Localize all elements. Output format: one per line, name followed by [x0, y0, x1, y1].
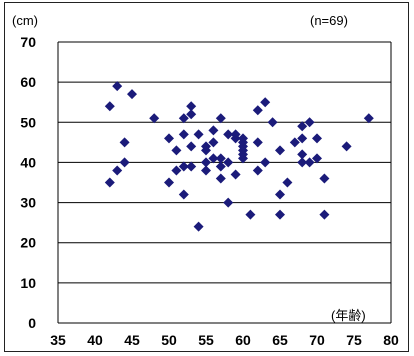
- chart-frame: [4, 2, 409, 352]
- data-point: [208, 153, 219, 164]
- data-point: [252, 137, 263, 148]
- y-tick-labels: 0 10 20 30 40 50 60 70: [20, 34, 36, 331]
- data-point: [252, 105, 263, 116]
- data-point: [215, 113, 226, 124]
- grid-layer: [58, 81, 391, 284]
- x-axis-label: (年齢): [331, 308, 366, 323]
- data-point: [304, 157, 315, 168]
- x-tick-label: 45: [124, 332, 140, 348]
- data-point: [223, 197, 234, 208]
- data-point: [208, 125, 219, 136]
- data-point: [164, 177, 174, 188]
- data-point: [171, 145, 182, 156]
- x-tick-labels: 35 40 45 50 55 60 65 70 75 80: [50, 332, 399, 348]
- data-point: [319, 173, 330, 184]
- data-point: [171, 165, 182, 176]
- data-point: [186, 109, 197, 120]
- x-tick-label: 60: [235, 332, 251, 348]
- data-point: [193, 221, 204, 232]
- x-tick-label: 55: [198, 332, 214, 348]
- x-tick-label: 35: [50, 332, 66, 348]
- data-point: [267, 117, 278, 128]
- data-point: [186, 101, 197, 112]
- data-point: [297, 157, 308, 168]
- y-tick-label: 10: [20, 275, 36, 291]
- data-point: [245, 209, 256, 220]
- y-tick-label: 40: [20, 154, 36, 170]
- data-point: [312, 153, 322, 164]
- data-point: [186, 161, 197, 172]
- data-point: [112, 165, 123, 176]
- y-tick-label: 50: [20, 114, 36, 130]
- data-point: [282, 177, 293, 188]
- y-tick-label: 70: [20, 34, 36, 50]
- data-points: [104, 81, 374, 232]
- data-point: [223, 157, 234, 168]
- data-point: [186, 141, 197, 152]
- data-point: [178, 189, 189, 200]
- data-point: [201, 165, 211, 176]
- data-point: [260, 157, 271, 168]
- x-tick-label: 70: [309, 332, 325, 348]
- x-tick-label: 80: [383, 332, 399, 348]
- y-tick-label: 30: [20, 195, 36, 211]
- x-tick-label: 65: [272, 332, 288, 348]
- y-tick-label: 20: [20, 235, 36, 251]
- data-point: [275, 145, 285, 156]
- data-point: [230, 169, 241, 180]
- x-tick-label: 40: [87, 332, 103, 348]
- data-point: [223, 129, 234, 140]
- axis-layer: [57, 41, 392, 324]
- data-point: [178, 113, 189, 124]
- data-point: [215, 153, 226, 164]
- data-point: [178, 161, 189, 172]
- x-axis-label-background: [328, 306, 378, 322]
- count-label: (n=69): [310, 13, 348, 28]
- data-point: [149, 113, 160, 124]
- data-point: [119, 157, 130, 168]
- data-point: [363, 113, 374, 124]
- data-point: [297, 121, 308, 132]
- data-point: [104, 101, 115, 112]
- x-tick-label: 75: [346, 332, 362, 348]
- unit-label: (cm): [12, 13, 38, 28]
- data-point: [119, 137, 130, 148]
- data-point: [230, 129, 241, 140]
- data-point: [104, 177, 115, 188]
- data-point: [297, 133, 308, 144]
- data-point: [178, 129, 189, 140]
- data-point: [260, 97, 271, 108]
- data-point: [252, 165, 263, 176]
- data-point: [312, 133, 322, 144]
- data-point: [289, 137, 300, 148]
- data-point: [215, 161, 226, 172]
- data-point: [319, 209, 330, 220]
- data-point: [112, 81, 123, 92]
- data-point: [215, 173, 226, 184]
- y-tick-label: 0: [28, 315, 36, 331]
- data-point: [238, 153, 248, 164]
- data-point: [193, 129, 204, 140]
- data-point: [275, 209, 285, 220]
- data-point: [297, 149, 308, 160]
- x-tick-label: 50: [161, 332, 177, 348]
- data-point: [341, 141, 352, 152]
- data-point: [201, 157, 211, 168]
- y-tick-label: 60: [20, 74, 36, 90]
- data-point: [304, 117, 315, 128]
- data-point: [164, 133, 174, 144]
- data-point: [127, 89, 137, 100]
- data-point: [275, 189, 285, 200]
- data-point: [208, 137, 219, 148]
- data-point: [201, 141, 211, 152]
